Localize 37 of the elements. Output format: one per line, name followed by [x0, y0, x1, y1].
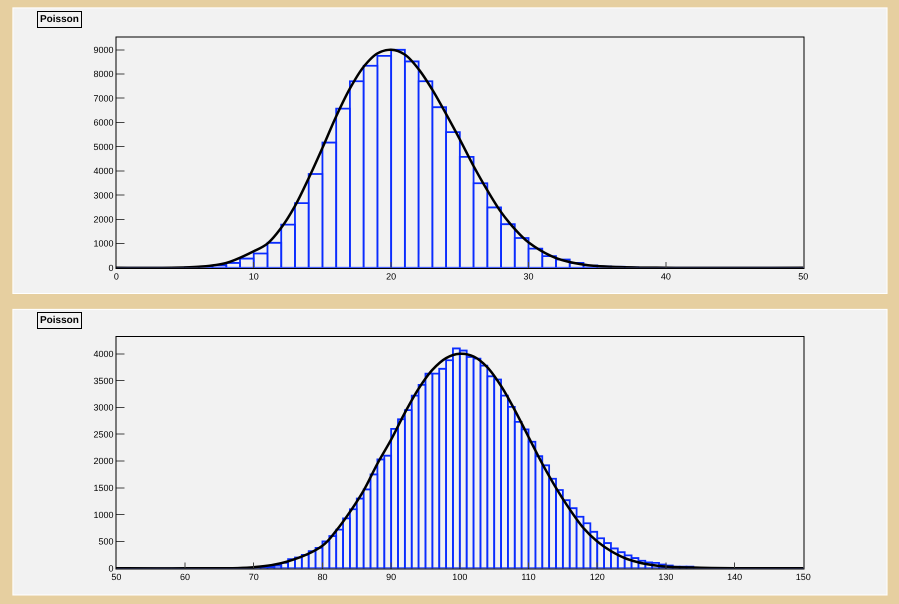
- x-tick-label: 60: [180, 572, 190, 582]
- y-tick-label: 3500: [94, 376, 114, 386]
- chart-title: Poisson: [40, 315, 79, 326]
- x-tick-label: 120: [590, 572, 605, 582]
- x-tick-label: 50: [111, 572, 122, 582]
- y-tick-label: 500: [98, 536, 114, 547]
- y-tick-label: 0: [108, 563, 114, 574]
- x-tick-label: 70: [248, 572, 259, 582]
- y-tick-label: 7000: [94, 93, 114, 104]
- y-tick-label: 8000: [94, 69, 114, 80]
- y-tick-label: 1000: [94, 238, 114, 249]
- x-tick-label: 130: [658, 572, 674, 582]
- y-tick-label: 0: [108, 262, 114, 273]
- y-tick-label: 2500: [94, 429, 114, 440]
- y-tick-label: 1000: [94, 510, 114, 520]
- x-tick-label: 50: [798, 272, 808, 282]
- y-tick-label: 2000: [94, 456, 114, 466]
- y-tick-label: 3000: [94, 402, 114, 413]
- x-tick-label: 20: [386, 272, 396, 282]
- y-tick-label: 1500: [94, 482, 114, 493]
- x-tick-label: 80: [317, 572, 328, 582]
- y-tick-label: 4000: [94, 166, 114, 176]
- x-tick-label: 30: [524, 272, 534, 282]
- x-tick-label: 140: [727, 572, 742, 582]
- x-tick-label: 40: [660, 272, 671, 282]
- x-tick-label: 10: [248, 272, 259, 282]
- y-tick-label: 5000: [94, 142, 114, 152]
- x-tick-label: 100: [452, 572, 468, 582]
- y-tick-label: 4000: [94, 348, 114, 359]
- y-tick-label: 2000: [94, 214, 114, 224]
- y-tick-label: 3000: [94, 190, 114, 200]
- y-tick-label: 6000: [94, 118, 114, 128]
- x-tick-label: 90: [386, 572, 396, 582]
- y-tick-label: 9000: [94, 44, 114, 55]
- x-tick-label: 110: [521, 572, 536, 582]
- chart-title: Poisson: [40, 14, 79, 25]
- x-tick-label: 150: [796, 572, 811, 582]
